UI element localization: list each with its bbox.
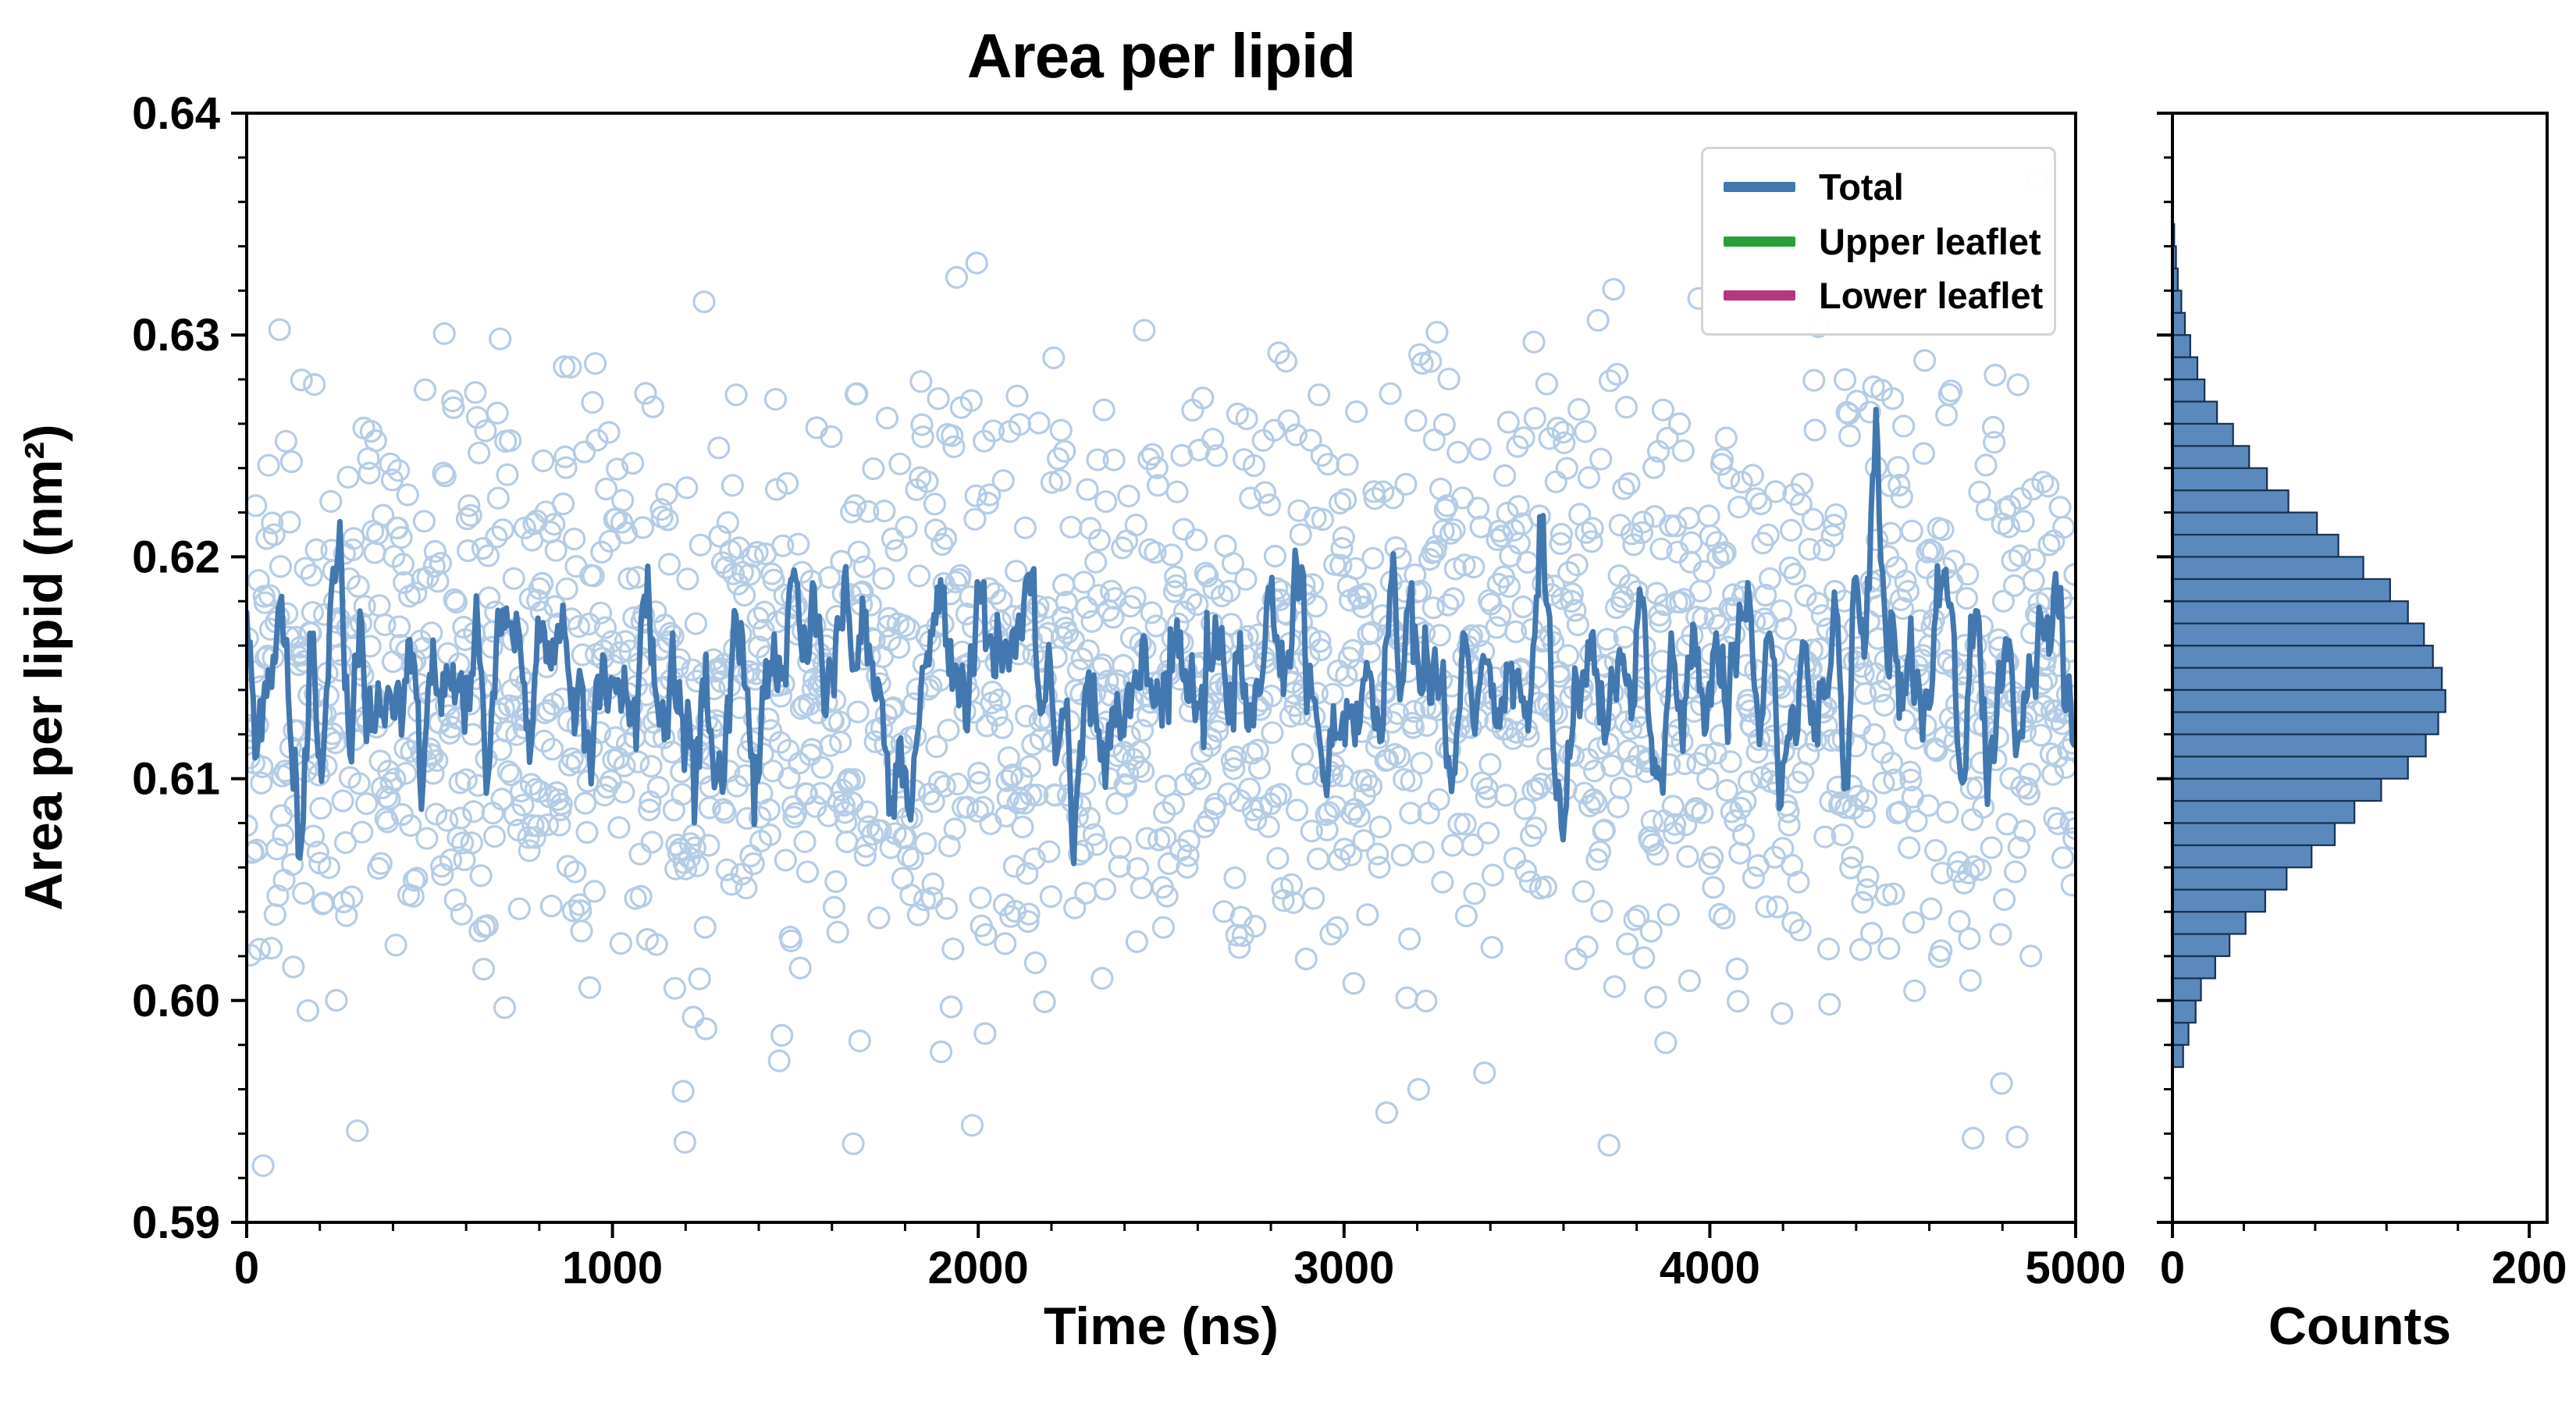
svg-text:2000: 2000 — [928, 1243, 1029, 1293]
legend-label-upper-leaflet: Upper leaflet — [1819, 220, 2041, 262]
svg-text:4000: 4000 — [1660, 1243, 1760, 1293]
svg-text:1000: 1000 — [562, 1243, 663, 1293]
svg-text:0.62: 0.62 — [132, 532, 220, 582]
legend-label-lower-leaflet: Lower leaflet — [1819, 275, 2044, 317]
hist-x-axis-label: Counts — [2268, 1297, 2452, 1356]
svg-text:0.64: 0.64 — [132, 88, 220, 139]
tick-labels: 0 1000 2000 3000 4000 50000.590.600.610.620.6… — [132, 88, 2567, 1293]
legend: Total Upper leaflet Lower leaflet — [1701, 147, 2056, 336]
legend-item-upper-leaflet: Upper leaflet — [1724, 220, 2046, 263]
legend-label-total: Total — [1819, 165, 1904, 208]
svg-text:3000: 3000 — [1293, 1243, 1394, 1293]
svg-text:0.61: 0.61 — [132, 754, 220, 805]
svg-text:200: 200 — [2492, 1243, 2567, 1293]
legend-item-total: Total — [1724, 165, 2046, 208]
svg-text:0: 0 — [2160, 1243, 2185, 1293]
x-axis-label: Time (ns) — [1043, 1297, 1279, 1356]
axis-ticks — [231, 112, 2532, 1238]
axes-spines — [245, 112, 2549, 1224]
legend-item-lower-leaflet: Lower leaflet — [1724, 274, 2046, 317]
total-line — [247, 407, 2076, 866]
svg-text:5000: 5000 — [2025, 1243, 2126, 1293]
legend-line-lower-leaflet — [1724, 290, 1795, 301]
svg-text:0.63: 0.63 — [132, 310, 220, 361]
chart-title: Area per lipid — [966, 21, 1356, 91]
svg-text:0.60: 0.60 — [132, 976, 220, 1026]
histogram-bars — [2172, 223, 2446, 1069]
legend-line-total — [1724, 181, 1795, 192]
y-axis-label: Area per lipid (nm²) — [14, 424, 73, 911]
svg-text:0: 0 — [234, 1243, 259, 1293]
legend-line-upper-leaflet — [1724, 236, 1795, 247]
svg-text:0.59: 0.59 — [132, 1197, 220, 1248]
